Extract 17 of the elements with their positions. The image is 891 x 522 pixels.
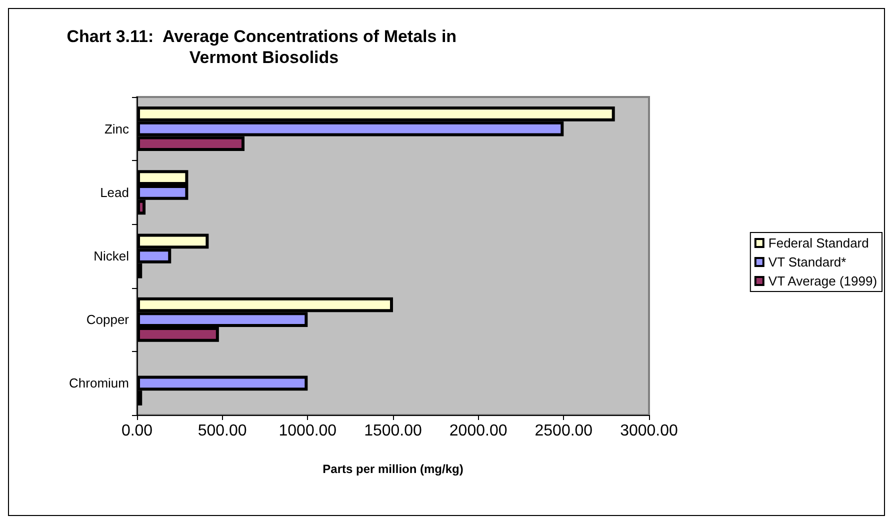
x-axis-title: Parts per million (mg/kg) (322, 462, 464, 476)
y-tick-label: Nickel (94, 248, 130, 264)
chart-title: Chart 3.11: Average Concentrations of Metals in Vermont Biosolids (66, 27, 462, 67)
x-tick-label: 500.00 (198, 422, 247, 440)
y-tick-label: Chromium (69, 376, 129, 391)
y-tick-label: Lead (100, 184, 129, 200)
legend-label: VT Average (1999) (768, 274, 878, 288)
x-tick-label: 2500.00 (534, 422, 593, 440)
x-tick-label: 1000.00 (278, 422, 337, 440)
x-tick-label: 0.00 (121, 422, 153, 440)
x-tick-label: 1500.00 (364, 422, 422, 440)
legend-label: Federal Standard (768, 236, 869, 250)
y-tick-label: Zinc (104, 121, 130, 136)
x-tick-label: 3000.00 (620, 422, 678, 440)
legend-label: VT Standard* (768, 254, 846, 270)
x-tick-label: 2000.00 (449, 422, 508, 440)
y-tick-label: Copper (86, 312, 130, 328)
